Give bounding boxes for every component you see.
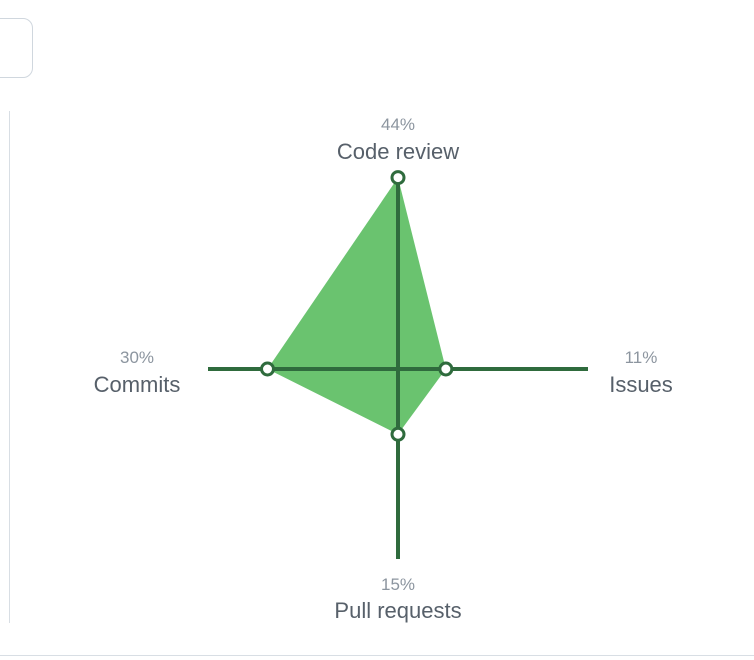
partial-card xyxy=(0,18,33,78)
issues-label: Issues xyxy=(609,372,673,397)
code-review-point xyxy=(390,170,406,186)
bottom-divider xyxy=(0,655,754,656)
activity-area xyxy=(267,177,446,435)
commits-label: Commits xyxy=(93,372,181,397)
issues-percent: 11% xyxy=(624,348,658,367)
pull-requests-label: Pull requests xyxy=(334,598,462,623)
left-divider xyxy=(9,111,10,623)
commits-point xyxy=(260,361,275,377)
code-review-label: Code review xyxy=(336,139,460,164)
pull-requests-percent: 15% xyxy=(380,575,416,594)
code-review-percent: 44% xyxy=(380,115,416,134)
pull-requests-point xyxy=(390,426,406,442)
commits-percent: 30% xyxy=(119,348,155,367)
issues-point xyxy=(438,361,454,377)
